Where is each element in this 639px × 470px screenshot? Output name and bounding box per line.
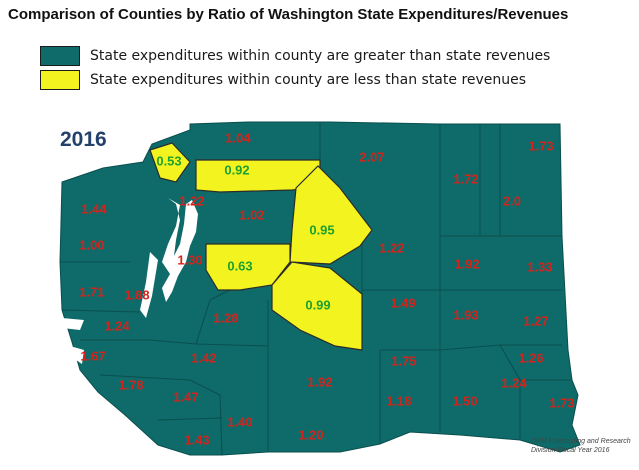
county-value: 1.30 [177,252,202,267]
county-value: 0.99 [305,297,330,312]
source-note-line: Division Fiscal Year 2016 [531,447,610,454]
county-value: 1.44 [81,201,107,216]
county-value: 0.63 [227,258,252,273]
county-value: 1.93 [453,307,478,322]
county-value: 1.24 [104,318,130,333]
page-title: Comparison of Counties by Ratio of Washi… [8,6,569,23]
county-shape-skagit [195,159,321,193]
county-value: 1.50 [452,393,477,408]
county-value: 1.67 [80,348,105,363]
county-value: 1.26 [518,350,543,365]
county-value: 1.04 [225,130,251,145]
legend-label-greater: State expenditures within county are gre… [90,48,551,64]
county-value: 1.00 [79,237,104,252]
county-value: 1.92 [454,256,479,271]
county-value: 1.42 [191,350,216,365]
county-value: 1.78 [118,377,143,392]
source-note: OFM Forecasting and Research Division Fi… [531,437,637,455]
county-value: 2.07 [359,149,384,164]
county-value: 1.88 [124,287,149,302]
county-value: 1.73 [528,138,553,153]
county-value: 1.43 [184,432,209,447]
county-value: 1.24 [501,375,527,390]
hood-canal-water [140,252,158,318]
county-value: 1.28 [213,310,238,325]
legend-label-less: State expenditures within county are les… [90,72,527,88]
grays-harbor-water [62,318,84,330]
county-value: 1.20 [298,427,323,442]
county-value: 1.73 [549,395,574,410]
county-value: 1.92 [307,374,332,389]
county-shape-king [205,243,291,291]
county-value: 1.18 [386,393,411,408]
county-value: 1.72 [453,171,478,186]
county-value: 1.22 [179,193,204,208]
county-value-labels: 1.04 2.07 1.73 0.53 0.92 1.72 1.44 1.22 … [79,130,574,447]
puget-sound-water [162,198,198,302]
year-label: 2016 [60,128,107,151]
county-value: 1.75 [391,353,416,368]
county-shape-san-juan [149,142,191,183]
county-shape-chelan [289,165,373,265]
county-value: 1.02 [239,207,264,222]
county-value: 0.92 [224,162,249,177]
legend-item-less: State expenditures within county are les… [40,68,550,92]
county-value: 1.71 [79,284,104,299]
legend-swatch-less [40,70,80,90]
county-shape-kittitas [271,261,363,351]
county-value: 0.95 [309,222,334,237]
legend-item-greater: State expenditures within county are gre… [40,44,550,68]
legend: State expenditures within county are gre… [40,44,550,92]
county-value: 1.27 [523,313,548,328]
willapa-bay-water [70,346,84,364]
legend-swatch-greater [40,46,80,66]
county-value: 1.47 [173,389,198,404]
county-value: 0.53 [156,153,181,168]
county-value: 1.22 [379,240,404,255]
county-value: 2.0 [503,193,521,208]
county-value: 1.49 [390,295,415,310]
county-value: 1.40 [227,414,252,429]
source-note-line: OFM Forecasting and Research [531,438,631,445]
county-value: 1.33 [527,259,552,274]
